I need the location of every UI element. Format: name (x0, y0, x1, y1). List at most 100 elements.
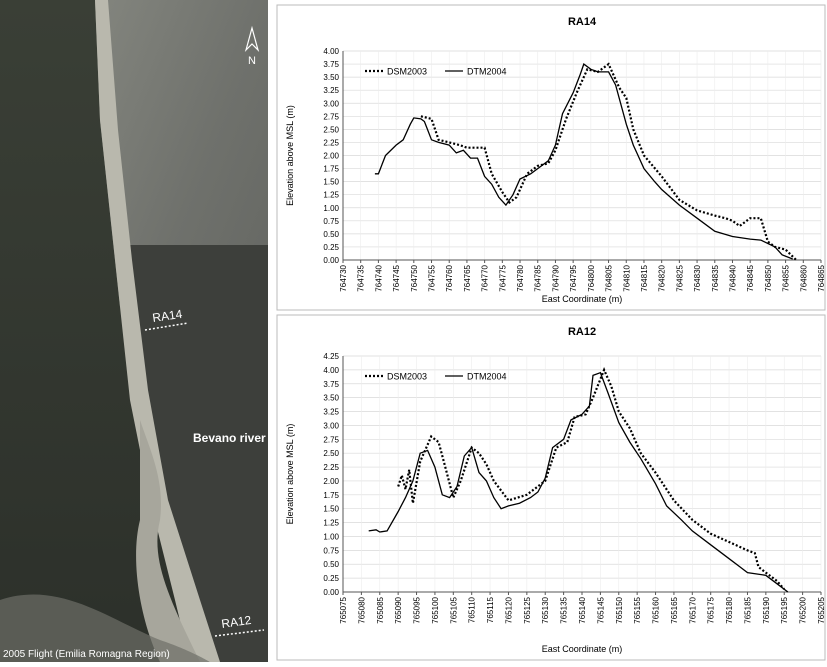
y-tick-label: 1.25 (323, 519, 339, 528)
x-tick-label: 764850 (764, 264, 773, 291)
x-tick-label: 765150 (615, 596, 624, 623)
x-tick-label: 765110 (468, 596, 477, 623)
data-line (374, 63, 793, 260)
y-tick-label: 0.75 (323, 217, 339, 226)
chart-frame (276, 314, 826, 661)
y-tick-label: 3.25 (323, 408, 339, 417)
x-tick-label: 764855 (782, 264, 791, 291)
ra14-transect (144, 322, 189, 331)
data-line (397, 367, 786, 590)
x-tick-label: 764865 (817, 264, 826, 291)
x-tick-label: 765180 (725, 596, 734, 623)
x-tick-label: 764825 (675, 264, 684, 291)
y-tick-label: 2.50 (323, 449, 339, 458)
x-tick-label: 765085 (376, 596, 385, 623)
x-tick-label: 765080 (357, 596, 366, 623)
x-tick-label: 765155 (633, 596, 642, 623)
y-tick-label: 2.25 (323, 463, 339, 472)
y-tick-label: 2.75 (323, 112, 339, 121)
x-tick-label: 764800 (587, 264, 596, 291)
x-tick-label: 765185 (743, 596, 752, 623)
y-tick-label: 0.75 (323, 546, 339, 555)
y-tick-label: 2.50 (323, 125, 339, 134)
y-tick-label: 0.00 (323, 256, 339, 265)
river-mouth (136, 420, 200, 662)
y-tick-label: 0.50 (323, 230, 339, 239)
x-tick-label: 765095 (413, 596, 422, 623)
aerial-photo: N RA14 RA12 Bevano river 2005 Flight (Em… (0, 0, 268, 662)
x-tick-label: 765130 (541, 596, 550, 623)
x-tick-label: 764830 (693, 264, 702, 291)
x-tick-label: 765090 (394, 596, 403, 623)
legend-label: DSM2003 (387, 372, 427, 382)
x-tick-label: 764750 (410, 264, 419, 291)
y-tick-label: 1.50 (323, 505, 339, 514)
x-tick-label: 764785 (534, 264, 543, 291)
y-tick-label: 1.75 (323, 165, 339, 174)
y-tick-label: 0.50 (323, 560, 339, 569)
x-tick-label: 765190 (762, 596, 771, 623)
x-tick-label: 765145 (596, 596, 605, 623)
x-tick-label: 765125 (523, 596, 532, 623)
x-tick-label: 764745 (392, 264, 401, 291)
x-tick-label: 764765 (463, 264, 472, 291)
y-tick-label: 0.25 (323, 243, 339, 252)
x-tick-label: 765200 (799, 596, 808, 623)
y-tick-label: 2.00 (323, 477, 339, 486)
ra12-transect (214, 629, 265, 637)
x-tick-label: 765115 (486, 596, 495, 623)
y-tick-label: 2.75 (323, 435, 339, 444)
photo-credit: 2005 Flight (Emilia Romagna Region) (3, 649, 170, 660)
legend-label: DTM2004 (467, 372, 507, 382)
x-tick-label: 764820 (658, 264, 667, 291)
x-tick-label: 764810 (622, 264, 631, 291)
y-tick-label: 3.75 (323, 380, 339, 389)
y-tick-label: 0.00 (323, 588, 339, 597)
x-axis-label: East Coordinate (m) (542, 644, 623, 654)
x-tick-label: 764730 (339, 264, 348, 291)
y-tick-label: 0.25 (323, 574, 339, 583)
x-tick-label: 765120 (504, 596, 513, 623)
y-tick-label: 1.50 (323, 178, 339, 187)
y-tick-label: 1.00 (323, 204, 339, 213)
x-tick-label: 765170 (688, 596, 697, 623)
x-tick-label: 765165 (670, 596, 679, 623)
chart: RA12 0.00 0.25 0.50 0.75 1.00 1.25 1.50 1.75 2.00… (276, 314, 826, 661)
y-axis-label: Elevation above MSL (m) (285, 424, 295, 525)
y-tick-label: 1.25 (323, 191, 339, 200)
y-tick-label: 4.00 (323, 47, 339, 56)
x-axis-label: East Coordinate (m) (542, 294, 623, 304)
x-tick-label: 764735 (357, 264, 366, 291)
chart-title: RA12 (568, 326, 596, 338)
chart: RA14 0.00 0.25 0.50 0.75 1.00 1.25 1.50 1.75 2.00… (276, 4, 826, 311)
x-tick-label: 764770 (481, 264, 490, 291)
x-tick-label: 764755 (428, 264, 437, 291)
x-tick-label: 764795 (569, 264, 578, 291)
y-tick-label: 4.25 (323, 352, 339, 361)
y-tick-label: 3.75 (323, 60, 339, 69)
x-tick-label: 765195 (780, 596, 789, 623)
y-tick-label: 4.00 (323, 366, 339, 375)
x-tick-label: 764760 (445, 264, 454, 291)
x-tick-label: 765205 (817, 596, 826, 623)
north-label: N (248, 55, 256, 67)
legend-label: DSM2003 (387, 67, 427, 77)
y-tick-label: 2.25 (323, 138, 339, 147)
y-tick-label: 1.75 (323, 491, 339, 500)
x-tick-label: 764860 (799, 264, 808, 291)
chart-frame (276, 4, 826, 311)
river-label: Bevano river (193, 431, 266, 445)
x-tick-label: 764845 (746, 264, 755, 291)
x-tick-label: 765100 (431, 596, 440, 623)
x-tick-label: 764775 (498, 264, 507, 291)
x-tick-label: 765140 (578, 596, 587, 623)
y-tick-label: 3.00 (323, 421, 339, 430)
x-tick-label: 765135 (560, 596, 569, 623)
x-tick-label: 764805 (605, 264, 614, 291)
x-tick-label: 764840 (728, 264, 737, 291)
transect-label: RA14 (151, 307, 183, 325)
x-tick-label: 765105 (449, 596, 458, 623)
y-tick-label: 3.25 (323, 86, 339, 95)
